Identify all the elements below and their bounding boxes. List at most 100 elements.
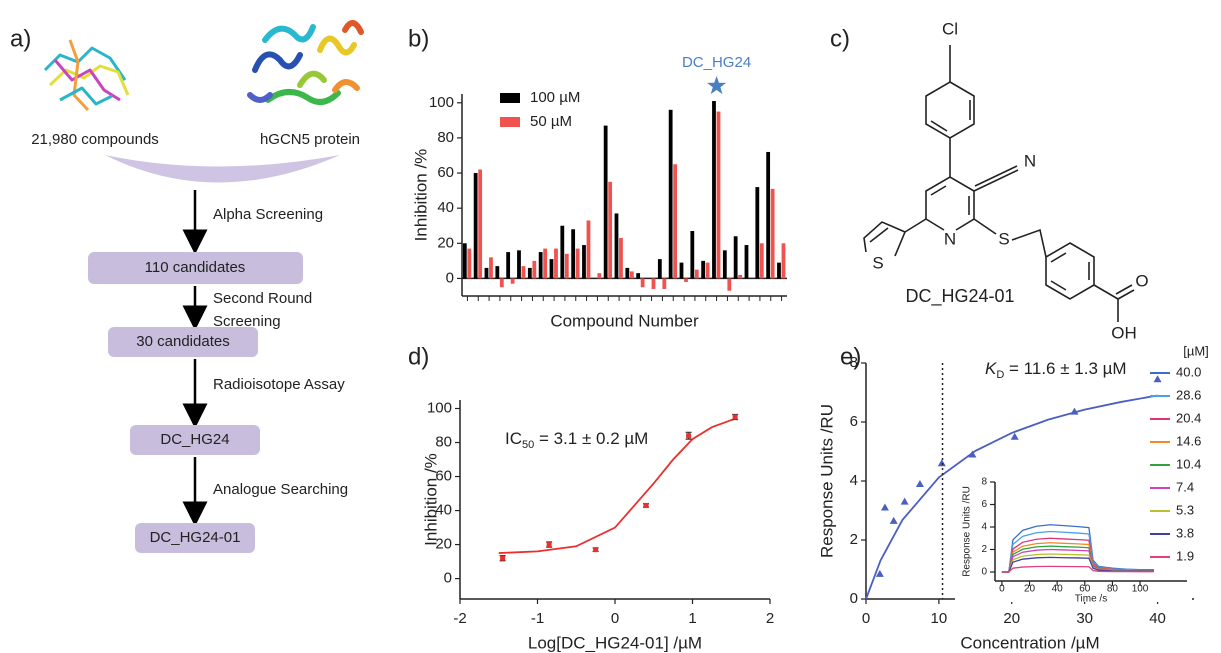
x-tick-label: 80 — [1107, 584, 1119, 595]
annotation-text: IC — [505, 429, 522, 448]
bar — [755, 187, 760, 279]
star — [707, 76, 727, 95]
bar — [690, 231, 695, 279]
bar — [766, 151, 771, 279]
y-tick-label: 0 — [444, 570, 452, 587]
bar — [564, 253, 569, 279]
step-label: Alpha Screening — [213, 206, 323, 223]
bar — [462, 243, 467, 279]
panel-label: b) — [408, 25, 429, 52]
bar — [744, 245, 749, 279]
x-tick-label: 100 — [1132, 584, 1149, 595]
point — [900, 497, 909, 505]
bar — [733, 236, 738, 279]
bar — [527, 267, 532, 279]
annotation-sub: D — [996, 369, 1004, 381]
bar — [701, 260, 706, 279]
bar — [543, 248, 548, 279]
bar — [510, 278, 515, 284]
structure — [863, 45, 1135, 322]
y-axis-label: Response Units /RU — [817, 404, 836, 558]
fit-curve — [865, 394, 1158, 600]
x-tick-label: 0 — [999, 584, 1005, 595]
bar — [722, 250, 727, 279]
bar — [668, 109, 673, 279]
bar — [657, 259, 662, 279]
bar — [625, 267, 630, 279]
point — [968, 450, 977, 458]
bar — [679, 262, 684, 279]
bar — [517, 250, 521, 279]
box-label: 110 candidates — [145, 259, 246, 276]
bar — [712, 101, 716, 279]
bar — [538, 252, 543, 279]
step-label: Screening — [213, 313, 281, 330]
x-tick-label: 40 — [1149, 610, 1166, 627]
box — [88, 252, 303, 284]
x-tick-label: 60 — [1079, 584, 1091, 595]
point — [643, 502, 649, 508]
point — [880, 503, 889, 511]
legend-label: 10.4 — [1176, 456, 1201, 471]
x-tick-label: 40 — [1052, 584, 1064, 595]
merge-shape — [105, 155, 340, 183]
box — [130, 425, 260, 455]
y-tick-label: 100 — [429, 94, 454, 111]
bar — [640, 278, 645, 288]
ligand-image — [43, 39, 130, 112]
y-tick-label: 100 — [427, 399, 452, 416]
y-tick-label: 0 — [446, 269, 454, 286]
annotation-sub: 50 — [522, 439, 534, 451]
bar — [473, 173, 478, 279]
y-tick-label: 8 — [981, 477, 987, 488]
panel-label: c) — [830, 25, 850, 52]
legend-swatch — [500, 117, 520, 127]
y-tick-label: 60 — [437, 164, 454, 181]
legend-label: 14.6 — [1176, 433, 1201, 448]
bar — [495, 266, 500, 279]
point — [889, 516, 898, 524]
bar — [489, 257, 493, 279]
y-axis-label: Inhibition /% — [421, 453, 440, 546]
y-tick-label: 60 — [435, 468, 452, 485]
bar — [499, 278, 504, 288]
bar — [582, 245, 586, 279]
y-tick-label: 80 — [435, 433, 452, 450]
step-label: Second Round — [213, 290, 312, 307]
x-tick-label: -2 — [453, 610, 466, 627]
bar — [781, 243, 786, 279]
atom-label: O — [1135, 271, 1148, 290]
y-tick-label: 20 — [437, 234, 454, 251]
bar — [484, 267, 489, 279]
atom-label: N — [944, 229, 956, 248]
y-tick-label: 6 — [981, 499, 987, 510]
step-label: Analogue Searching — [213, 481, 348, 498]
x-tick-label: 20 — [1024, 584, 1036, 595]
point — [937, 459, 946, 467]
point — [732, 414, 738, 420]
x-axis-label: Concentration /µM — [960, 633, 1099, 652]
bar — [738, 274, 743, 279]
legend-label: 100 µM — [530, 89, 580, 106]
x-tick-label: 10 — [931, 610, 948, 627]
y-axis-label: Response Units /RU — [962, 486, 973, 577]
annotation-text: = 3.1 ± 0.2 µM — [534, 429, 648, 448]
bar — [694, 269, 699, 279]
box-label: DC_HG24-01 — [150, 529, 241, 546]
input-label: 21,980 compounds — [31, 131, 159, 148]
point — [1153, 375, 1162, 383]
panel-label: a) — [10, 25, 31, 52]
bar — [560, 225, 565, 279]
compound-name: DC_HG24-01 — [905, 286, 1014, 307]
annotation: KD = 11.6 ± 1.3 µM — [985, 359, 1127, 380]
x-tick-label: 20 — [1003, 610, 1020, 627]
legend-label: 40.0 — [1176, 364, 1201, 379]
bar — [705, 262, 710, 279]
legend-label: 50 µM — [530, 113, 572, 130]
bar — [629, 271, 634, 279]
legend-title: [µM] — [1183, 343, 1209, 358]
bar — [603, 125, 608, 279]
y-tick-label: 6 — [850, 413, 858, 430]
y-tick-label: 2 — [850, 531, 858, 548]
y-tick-label: 4 — [850, 472, 858, 489]
